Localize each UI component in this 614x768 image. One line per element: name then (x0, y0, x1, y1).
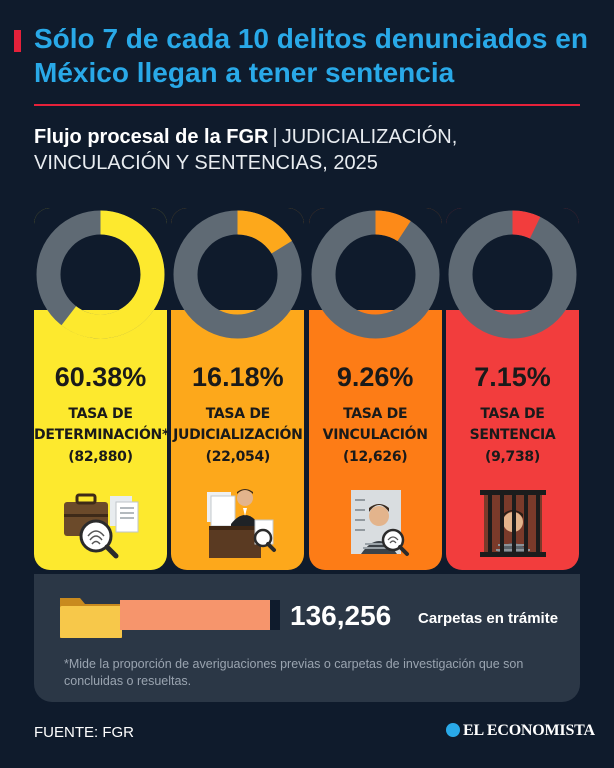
subtitle-bold: Flujo procesal de la FGR (34, 126, 269, 148)
rate-count: (22,054) (205, 449, 271, 465)
rate-cards: 60.38% TASA DE DETERMINACIÓN* (82,880) 1… (34, 208, 580, 570)
rate-count: (82,880) (68, 449, 133, 465)
donut-chart-vinculacion (311, 210, 440, 339)
subtitle: Flujo procesal de la FGR | JUDICIALIZACIÓN… (34, 124, 594, 176)
title-divider (34, 104, 580, 106)
donut-chart-sentencia (448, 210, 577, 339)
rate-label-line2: SENTENCIA (469, 427, 556, 443)
donut-chart-judicializacion (173, 210, 302, 339)
donut-slice-1 (36, 210, 165, 339)
rate-percentage: 16.18% (192, 362, 284, 392)
rate-label-line1: TASA DE (343, 406, 408, 422)
pending-progress-fill (120, 600, 271, 630)
title-accent-bar (14, 30, 21, 52)
donut-track (448, 210, 577, 339)
pending-cases-panel: 136,256 Carpetas en trámite *Mide la pro… (34, 574, 580, 702)
rate-count: (9,738) (484, 449, 540, 465)
pending-count: 136,256 (290, 600, 392, 631)
subtitle-separator: | (272, 126, 278, 148)
rate-count: (12,626) (342, 449, 408, 465)
donut-slice-2 (173, 210, 302, 339)
briefcase-fingerprint-icon (64, 493, 139, 559)
prisoner-icon (479, 490, 546, 557)
rate-percentage: 60.38% (54, 362, 147, 392)
donut-slice-3 (311, 210, 440, 339)
rate-card-vinculacion: 9.26% TASA DE VINCULACIÓN (12,626) (308, 208, 442, 570)
rate-label-line2: DETERMINACIÓN* (34, 427, 167, 443)
donut-track (311, 210, 440, 339)
rate-label-line2: VINCULACIÓN (322, 427, 428, 443)
subtitle-light: JUDICIALIZACIÓN, VINCULACIÓN Y SENTENCIA… (34, 126, 458, 174)
rate-label-line1: TASA DE (205, 406, 270, 422)
mugshot-icon (350, 490, 409, 556)
donut-chart-determinacion (36, 210, 165, 339)
source-label: FUENTE: FGR (34, 724, 134, 741)
footnote: *Mide la proporción de averiguaciones pr… (64, 657, 524, 688)
rate-percentage: 7.15% (474, 362, 551, 392)
rate-card-judicializacion: 16.18% TASA DE JUDICIALIZACIÓN (22,054) (171, 208, 305, 570)
rate-card-sentencia: 7.15% TASA DE SENTENCIA (9,738) (445, 208, 579, 570)
judge-icon (207, 489, 277, 558)
pending-progress-bar (120, 600, 280, 630)
rate-label-line2: JUDICIALIZACIÓN (173, 427, 303, 443)
folder-icon (60, 598, 122, 638)
pending-label: Carpetas en trámite (418, 610, 559, 627)
headline: Sólo 7 de cada 10 delitos denunciados en… (34, 23, 588, 88)
brand-logo: EL ECONOMISTA (446, 722, 595, 740)
brand-mark-icon (446, 723, 460, 737)
rate-percentage: 9.26% (336, 362, 414, 392)
rate-label-line1: TASA DE (68, 406, 133, 422)
brand-name: EL ECONOMISTA (463, 722, 595, 739)
donut-slice-4 (448, 210, 577, 339)
rate-card-determinacion: 60.38% TASA DE DETERMINACIÓN* (82,880) (34, 208, 167, 570)
rate-label-line1: TASA DE (480, 406, 545, 422)
